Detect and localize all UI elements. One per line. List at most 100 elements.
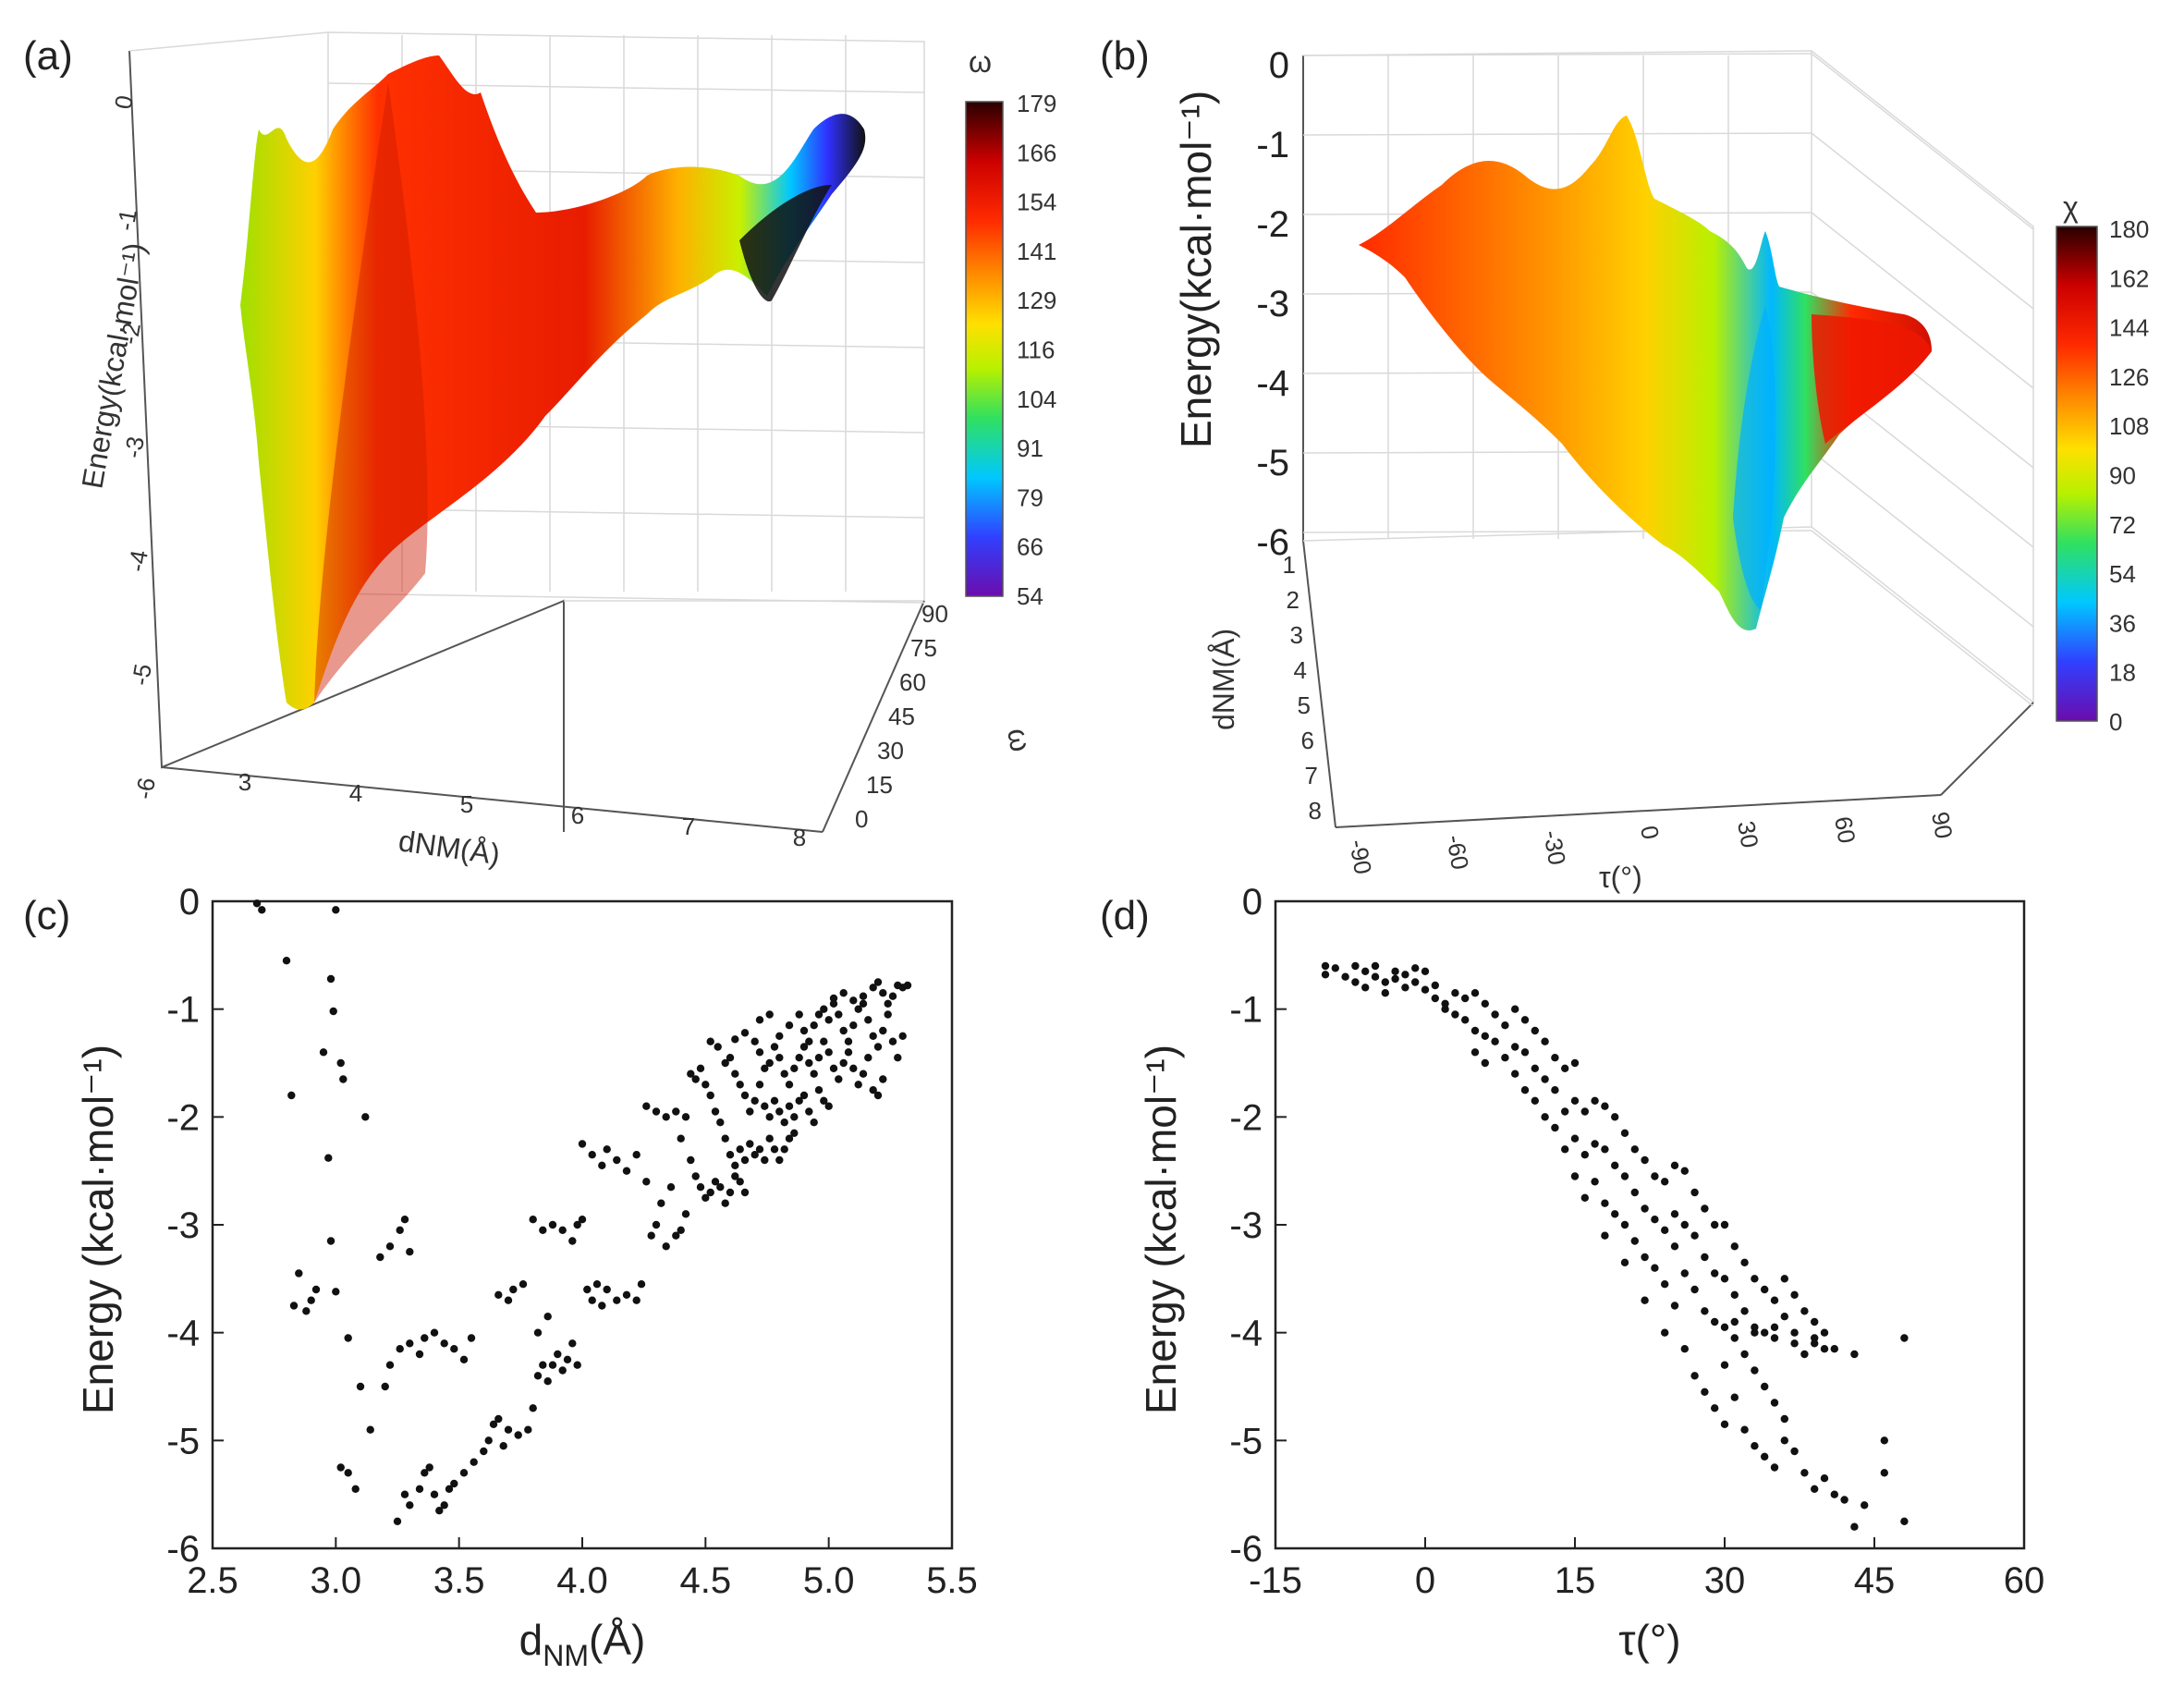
scatter-point: [1780, 1414, 1789, 1424]
scatter-point: [603, 1145, 611, 1154]
scatter-point: [677, 1134, 685, 1143]
scatter-point: [1531, 1096, 1540, 1106]
scatter-point: [1630, 1188, 1640, 1197]
scatter-point: [332, 906, 340, 914]
panel-c-x-axis-title-sub: NM: [543, 1639, 589, 1672]
scatter-point: [548, 1220, 557, 1229]
scatter-point: [799, 1026, 809, 1035]
scatter-point: [1461, 1016, 1470, 1024]
x-tick-label: -60: [1441, 833, 1474, 872]
scatter-point: [1620, 1172, 1629, 1180]
scatter-point: [543, 1313, 552, 1321]
scatter-point: [1670, 1242, 1679, 1251]
scatter-point: [1541, 1075, 1549, 1083]
scatter-point: [1880, 1436, 1889, 1445]
scatter-point: [761, 1155, 769, 1165]
scatter-point: [879, 989, 887, 997]
scatter-point: [750, 1151, 759, 1159]
x-tick-label: 5.0: [803, 1560, 855, 1601]
scatter-point: [598, 1161, 606, 1170]
colorbar-tick-label: 126: [2109, 363, 2149, 391]
colorbar-tick-label: 36: [2109, 609, 2136, 637]
scatter-point: [814, 1010, 824, 1019]
scatter-point: [1740, 1307, 1749, 1315]
scatter-point: [459, 1355, 469, 1364]
panel-c-y-axis-title: Energy (kcal·mol⁻¹): [74, 1045, 122, 1414]
scatter-point: [765, 1134, 774, 1143]
panel-d-points: [1321, 961, 1909, 1531]
scatter-point: [385, 1361, 395, 1369]
scatter-point: [1541, 1113, 1549, 1121]
colorbar-tick-label: 91: [1017, 434, 1043, 462]
scatter-point: [396, 1226, 404, 1235]
scatter-point: [799, 1043, 809, 1051]
y-tick-label: -6: [1229, 1529, 1263, 1570]
scatter-point: [1720, 1361, 1729, 1369]
scatter-point: [1701, 1253, 1709, 1262]
scatter-point: [1770, 1296, 1779, 1304]
scatter-point: [785, 1081, 794, 1089]
scatter-point: [1740, 1258, 1749, 1267]
scatter-point: [721, 1199, 729, 1207]
scatter-point: [504, 1296, 513, 1304]
scatter-point: [1711, 1317, 1719, 1326]
scatter-point: [1900, 1334, 1909, 1342]
scatter-point: [1790, 1339, 1799, 1348]
scatter-point: [642, 1102, 651, 1110]
scatter-point: [677, 1226, 685, 1235]
scatter-point: [1780, 1313, 1789, 1321]
scatter-point: [1401, 984, 1409, 992]
panel-b-x-axis-title: τ(°): [1599, 861, 1642, 894]
scatter-point: [435, 1507, 444, 1515]
panel-b-z-ticks: 0 -1 -2 -3 -4 -5 -6: [1256, 45, 1289, 563]
scatter-point: [687, 1070, 695, 1078]
y-tick-label: 75: [910, 634, 937, 662]
scatter-point: [859, 999, 868, 1009]
scatter-point: [785, 1021, 794, 1030]
scatter-point: [519, 1280, 528, 1289]
scatter-point: [1511, 1070, 1519, 1078]
scatter-point: [311, 1285, 321, 1294]
z-tick-label: -6: [129, 776, 161, 801]
scatter-point: [1730, 1334, 1739, 1342]
scatter-point: [736, 1145, 744, 1154]
scatter-point: [336, 1463, 345, 1472]
panel-c-points: [252, 899, 912, 1526]
scatter-point: [1411, 964, 1420, 972]
scatter-point: [785, 1102, 794, 1110]
scatter-point: [1401, 971, 1409, 979]
scatter-point: [873, 978, 883, 986]
scatter-point: [1641, 1204, 1649, 1213]
scatter-point: [1770, 1463, 1779, 1472]
scatter-point: [1740, 1425, 1749, 1434]
y-tick-label: 1: [1283, 551, 1296, 579]
panel-c-x-axis-title: dNM(Å): [519, 1616, 646, 1672]
scatter-point: [1811, 1334, 1819, 1342]
scatter-point: [864, 1016, 872, 1024]
scatter-point: [603, 1285, 611, 1294]
scatter-point: [755, 1048, 764, 1057]
scatter-point: [1790, 1328, 1799, 1337]
scatter-point: [613, 1296, 621, 1304]
scatter-point: [1351, 961, 1360, 971]
scatter-point: [622, 1290, 631, 1300]
x-tick-label: 0: [1635, 824, 1665, 841]
x-tick-label: 90: [1926, 810, 1958, 841]
x-tick-label: 3.0: [311, 1560, 362, 1601]
scatter-point: [1711, 1269, 1719, 1277]
scatter-point: [761, 1064, 769, 1073]
panel-c-x-axis-title-main: d: [519, 1616, 543, 1664]
scatter-point: [504, 1425, 513, 1434]
scatter-point: [494, 1290, 503, 1300]
scatter-point: [1421, 985, 1430, 994]
scatter-point: [780, 1119, 788, 1127]
scatter-point: [1551, 1054, 1559, 1062]
scatter-point: [344, 1469, 352, 1477]
panel-a-y-axis-title: ω: [1001, 726, 1038, 754]
scatter-point: [319, 1048, 328, 1057]
colorbar-tick-label: 154: [1017, 189, 1056, 216]
scatter-point: [1501, 1054, 1509, 1062]
scatter-point: [1541, 1037, 1549, 1045]
scatter-point: [622, 1167, 631, 1175]
